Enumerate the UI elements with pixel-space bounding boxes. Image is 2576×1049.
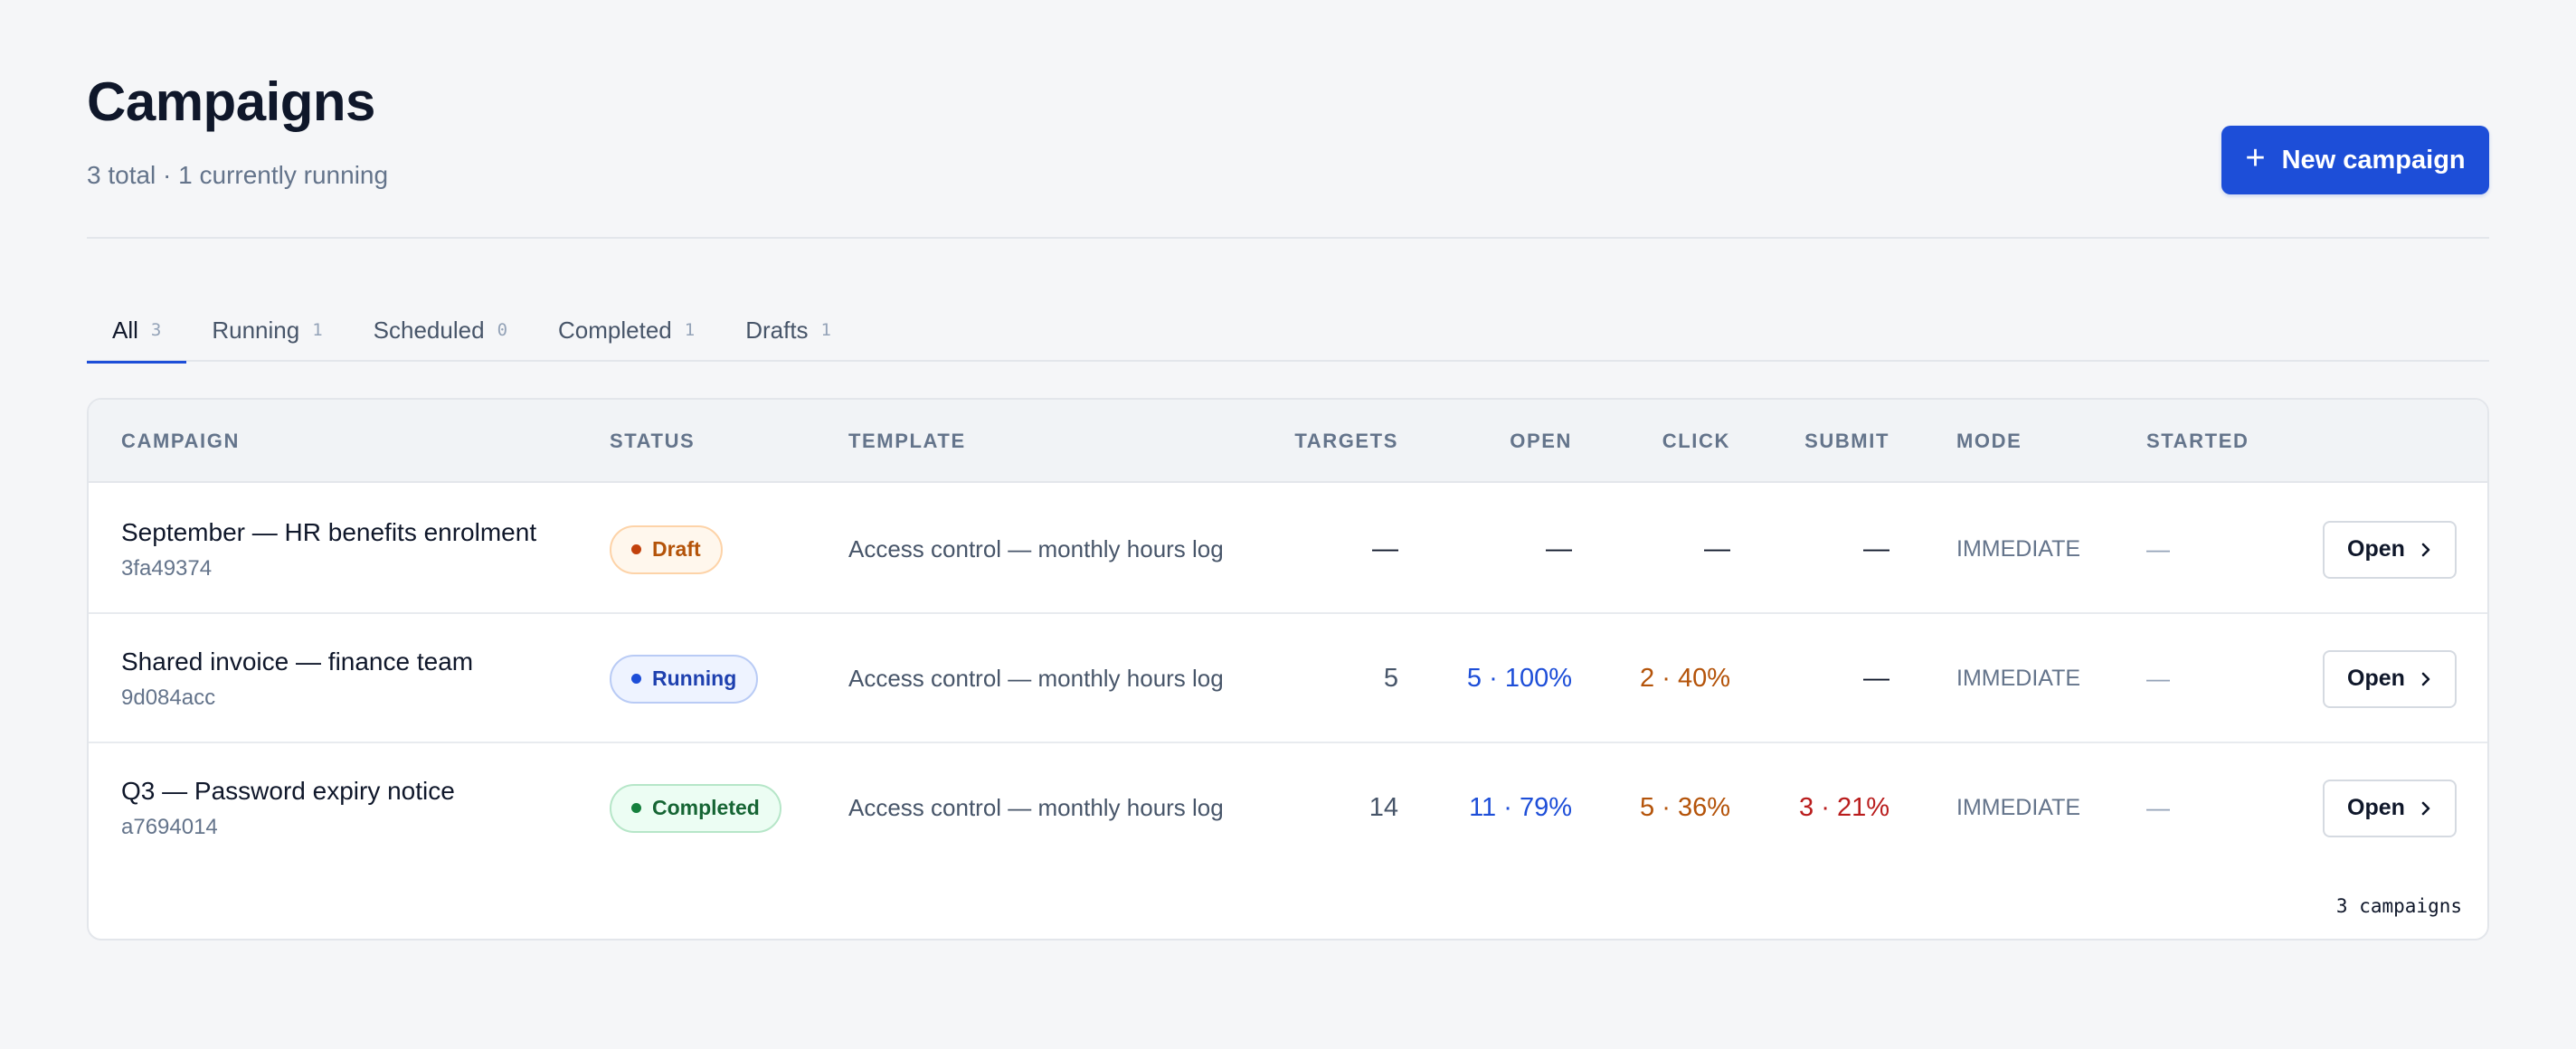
tab-drafts[interactable]: Drafts 1	[720, 298, 857, 362]
click-cell: 2 · 40%	[1640, 664, 1730, 693]
table-footer-count: 3 campaigns	[2335, 895, 2462, 917]
open-campaign-button[interactable]: Open	[2323, 779, 2457, 837]
table-row[interactable]: September — HR benefits enrolment 3fa493…	[89, 485, 2487, 614]
template-cell: Access control — monthly hours log	[848, 665, 1224, 692]
tab-label: All	[112, 316, 138, 344]
template-cell: Access control — monthly hours log	[848, 535, 1224, 562]
tab-count: 1	[684, 320, 696, 340]
campaign-name: Q3 — Password expiry notice	[121, 776, 455, 805]
targets-cell: —	[1372, 534, 1398, 563]
started-cell: —	[2146, 794, 2170, 821]
action-cell: Open	[2323, 614, 2457, 743]
tab-scheduled[interactable]: Scheduled 0	[348, 298, 533, 362]
campaign-cell: September — HR benefits enrolment 3fa493…	[121, 485, 536, 614]
column-header-targets[interactable]: TARGETS	[1294, 430, 1398, 452]
column-header-open[interactable]: OPEN	[1510, 430, 1572, 452]
targets-cell: 5	[1383, 664, 1398, 693]
page-title: Campaigns	[87, 71, 375, 132]
status-badge: Completed	[610, 783, 781, 833]
tab-running[interactable]: Running 1	[186, 298, 347, 362]
campaign-id: 3fa49374	[121, 555, 213, 581]
submit-cell: —	[1863, 534, 1889, 563]
tab-label: Completed	[558, 316, 672, 344]
campaigns-table: CAMPAIGN STATUS TEMPLATE TARGETS OPEN CL…	[87, 398, 2489, 940]
status-dot-icon	[631, 544, 641, 554]
open-button-label: Open	[2347, 666, 2405, 691]
targets-cell: 14	[1368, 793, 1398, 822]
mode-cell: IMMEDIATE	[1956, 666, 2081, 691]
open-button-label: Open	[2347, 536, 2405, 562]
action-cell: Open	[2323, 743, 2457, 873]
status-dot-icon	[631, 674, 641, 684]
tab-completed[interactable]: Completed 1	[533, 298, 720, 362]
open-campaign-button[interactable]: Open	[2323, 649, 2457, 708]
table-header: CAMPAIGN STATUS TEMPLATE TARGETS OPEN CL…	[89, 400, 2487, 483]
table-row[interactable]: Q3 — Password expiry notice a7694014 Com…	[89, 743, 2487, 873]
status-badge: Running	[610, 654, 759, 704]
campaign-cell: Q3 — Password expiry notice a7694014	[121, 743, 455, 873]
column-header-template[interactable]: TEMPLATE	[848, 430, 966, 452]
campaign-filter-tabs: All 3 Running 1 Scheduled 0 Completed 1 …	[87, 298, 2489, 364]
tab-count: 3	[150, 320, 162, 340]
table-row[interactable]: Shared invoice — finance team 9d084acc R…	[89, 614, 2487, 743]
campaign-cell: Shared invoice — finance team 9d084acc	[121, 614, 473, 743]
mode-cell: IMMEDIATE	[1956, 795, 2081, 820]
tab-label: Scheduled	[373, 316, 485, 344]
column-header-click[interactable]: CLICK	[1662, 430, 1730, 452]
plus-icon: +	[2245, 139, 2266, 177]
open-cell: 5 · 100%	[1466, 664, 1572, 693]
campaign-id: 9d084acc	[121, 685, 216, 710]
new-campaign-button[interactable]: + New campaign	[2221, 126, 2489, 194]
status-cell: Running	[610, 614, 759, 743]
column-header-started[interactable]: STARTED	[2146, 430, 2249, 452]
started-cell: —	[2146, 535, 2170, 562]
column-header-submit[interactable]: SUBMIT	[1804, 430, 1889, 452]
status-label: Running	[652, 666, 737, 690]
started-cell: —	[2146, 665, 2170, 692]
status-label: Draft	[652, 537, 701, 561]
mode-cell: IMMEDIATE	[1956, 536, 2081, 562]
tab-count: 1	[820, 320, 831, 340]
campaign-name: Shared invoice — finance team	[121, 647, 474, 676]
status-dot-icon	[631, 803, 641, 813]
tab-label: Running	[212, 316, 300, 344]
page-subtitle: 3 total · 1 currently running	[87, 161, 389, 189]
page-header: Campaigns 3 total · 1 currently running …	[87, 0, 2489, 239]
chevron-right-icon	[2421, 801, 2430, 815]
chevron-right-icon	[2421, 672, 2430, 685]
status-label: Completed	[652, 796, 760, 819]
tab-count: 0	[497, 320, 508, 340]
open-campaign-button[interactable]: Open	[2323, 520, 2457, 579]
action-cell: Open	[2323, 485, 2457, 614]
campaign-name: September — HR benefits enrolment	[121, 517, 537, 546]
status-cell: Draft	[610, 485, 723, 614]
open-cell: 11 · 79%	[1469, 793, 1572, 822]
campaigns-page: Campaigns 3 total · 1 currently running …	[87, 0, 2489, 1049]
template-cell: Access control — monthly hours log	[848, 794, 1224, 821]
chevron-right-icon	[2421, 543, 2430, 556]
click-cell: 5 · 36%	[1640, 793, 1730, 822]
open-cell: —	[1546, 534, 1572, 563]
campaign-id: a7694014	[121, 814, 218, 839]
status-badge: Draft	[610, 524, 723, 574]
column-header-campaign[interactable]: CAMPAIGN	[121, 430, 240, 452]
column-header-mode[interactable]: MODE	[1956, 430, 2022, 452]
tab-count: 1	[312, 320, 323, 340]
status-cell: Completed	[610, 743, 781, 873]
new-campaign-label: New campaign	[2281, 145, 2466, 175]
click-cell: —	[1704, 534, 1730, 563]
tab-all[interactable]: All 3	[87, 298, 187, 364]
open-button-label: Open	[2347, 795, 2405, 820]
tab-label: Drafts	[745, 316, 809, 344]
submit-cell: 3 · 21%	[1799, 793, 1889, 822]
column-header-status[interactable]: STATUS	[610, 430, 696, 452]
submit-cell: —	[1863, 664, 1889, 693]
